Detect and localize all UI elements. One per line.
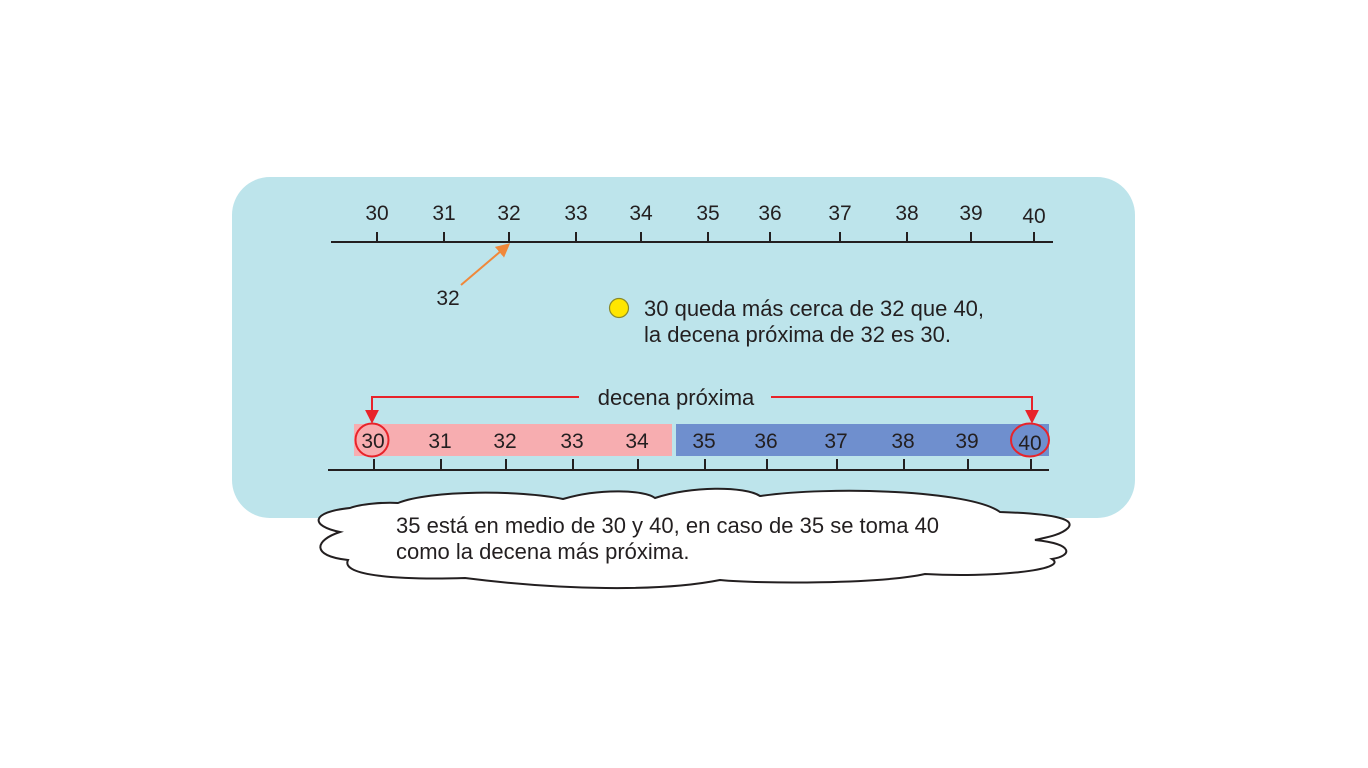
- tick-label-30: 30: [365, 202, 388, 225]
- bottom-tick-label-39: 39: [955, 430, 978, 453]
- bottom-tick-label-33: 33: [560, 430, 583, 453]
- tick-label-40: 40: [1022, 205, 1045, 228]
- bracket-right-line: [771, 396, 1039, 424]
- circle-marker-40: [1010, 422, 1050, 458]
- circle-marker-30: [354, 422, 390, 458]
- pointer-label: 32: [436, 287, 459, 310]
- note-line-2: la decena próxima de 32 es 30.: [644, 322, 951, 347]
- cloud-line-1: 35 está en medio de 30 y 40, en caso de …: [396, 513, 939, 538]
- bullet-icon: [608, 297, 630, 319]
- band-upper-half: [676, 424, 1049, 456]
- tick-label-39: 39: [959, 202, 982, 225]
- bottom-tick-label-40: 40: [1018, 432, 1041, 455]
- number-line-bottom: decena próxima 30 31 32 33 34 35 36 37 38 39 40: [328, 385, 1050, 471]
- bottom-tick-label-34: 34: [625, 430, 649, 453]
- pointer-arrow: [460, 243, 511, 286]
- bracket-heading: decena próxima: [598, 385, 755, 410]
- cloud-line-2: como la decena más próxima.: [396, 539, 689, 564]
- bottom-tick-label-31: 31: [428, 430, 451, 453]
- note: 30 queda más cerca de 32 que 40, la dece…: [608, 296, 984, 347]
- band-lower-half: [354, 424, 672, 456]
- bottom-tick-label-37: 37: [824, 430, 847, 453]
- tick-label-34: 34: [629, 202, 653, 225]
- number-line-top: 30 31 32 33 34 35 36 37 38 39 40 32: [331, 202, 1053, 310]
- bottom-tick-label-32: 32: [493, 430, 516, 453]
- tick-label-32: 32: [497, 202, 520, 225]
- bottom-tick-label-36: 36: [754, 430, 777, 453]
- tick-label-31: 31: [432, 202, 455, 225]
- bottom-tick-label-35: 35: [692, 430, 715, 453]
- note-line-1: 30 queda más cerca de 32 que 40,: [644, 296, 984, 321]
- tick-label-33: 33: [564, 202, 587, 225]
- bracket-left-line: [365, 396, 579, 424]
- bottom-tick-label-38: 38: [891, 430, 914, 453]
- panel-background: [232, 177, 1135, 518]
- tick-label-35: 35: [696, 202, 719, 225]
- cloud-shape: [317, 487, 1071, 590]
- tick-label-36: 36: [758, 202, 781, 225]
- bottom-tick-label-30: 30: [361, 430, 384, 453]
- tick-label-38: 38: [895, 202, 918, 225]
- tick-label-37: 37: [828, 202, 851, 225]
- thought-cloud: 35 está en medio de 30 y 40, en caso de …: [317, 487, 1071, 590]
